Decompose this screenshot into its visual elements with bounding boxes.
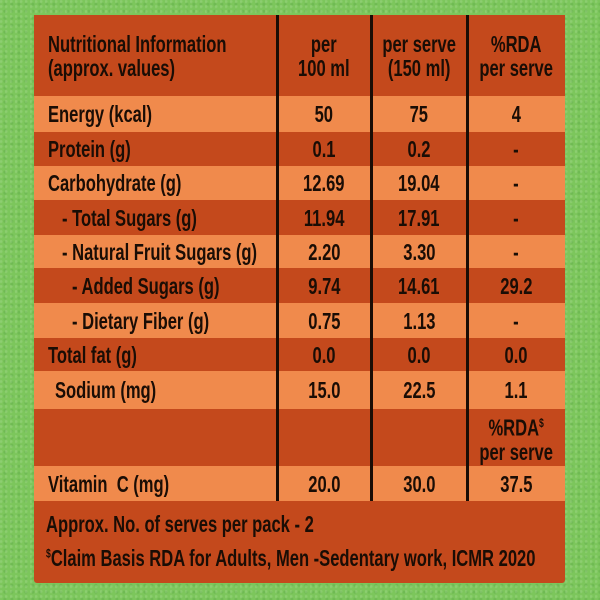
row-rda: 29.2	[499, 272, 533, 299]
row-per-serve: 19.04	[398, 170, 440, 196]
claim-basis-note: $Claim Basis RDA for Adults, Men -Sedent…	[46, 545, 535, 572]
table-row: - Dietary Fiber (g) 0.75 1.13 -	[34, 303, 565, 338]
header-line: per serve	[382, 30, 456, 57]
row-rda: -	[513, 136, 519, 162]
row-rda: 0.0	[504, 341, 528, 368]
rda-per-serve: per serve	[479, 438, 553, 465]
table-row: Total fat (g) 0.0 0.0 0.0	[34, 338, 565, 371]
row-per-serve: 0.2	[407, 136, 431, 162]
row-per-serve: 30.0	[402, 470, 436, 497]
row-rda: -	[513, 170, 519, 196]
table-row: Carbohydrate (g) 12.69 19.04 -	[34, 166, 565, 200]
row-per100: 2.20	[307, 238, 341, 265]
table-row: - Total Sugars (g) 11.94 17.91 -	[34, 200, 565, 235]
row-rda: -	[513, 307, 519, 334]
row-per100: 11.94	[303, 204, 345, 231]
header-per-100ml: per 100 ml	[277, 15, 371, 96]
table-row: Energy (kcal) 50 75 4	[34, 96, 565, 132]
header-line: Nutritional Information	[48, 30, 227, 57]
row-label: Carbohydrate (g)	[48, 170, 182, 196]
row-per-serve: 22.5	[402, 377, 436, 403]
table-row-vitamin-c: Vitamin C (mg) 20.0 30.0 37.5	[34, 466, 565, 501]
row-label: Sodium (mg)	[55, 377, 157, 403]
header-row: Nutritional Information (approx. values) …	[34, 15, 565, 96]
row-rda: 4	[511, 101, 521, 127]
row-per100: 15.0	[307, 377, 341, 403]
claim-text: Claim Basis RDA for Adults, Men -Sedenta…	[50, 545, 536, 571]
claim-sup: $	[46, 546, 51, 561]
row-per-serve: 0.0	[407, 341, 431, 368]
row-rda: -	[513, 204, 519, 231]
row-label: - Dietary Fiber (g)	[72, 307, 210, 334]
table-row: Protein (g) 0.1 0.2 -	[34, 132, 565, 166]
row-per-serve: 3.30	[402, 238, 436, 265]
header-line: (approx. values)	[48, 54, 176, 81]
table-row: - Added Sugars (g) 9.74 14.61 29.2	[34, 268, 565, 303]
row-label: Protein (g)	[48, 136, 131, 162]
column-divider	[276, 15, 279, 501]
table-row: Sodium (mg) 15.0 22.5 1.1	[34, 371, 565, 409]
header-line: per serve	[479, 54, 553, 81]
header-rda: %RDA per serve	[467, 15, 565, 96]
header-nutritional-info: Nutritional Information (approx. values)	[34, 15, 291, 96]
row-per100: 50	[314, 101, 334, 127]
header-line: (150 ml)	[387, 54, 451, 81]
row-label: Total fat (g)	[48, 341, 137, 368]
header-line: %RDA	[490, 30, 542, 57]
row-per-serve: 75	[409, 101, 429, 127]
row-per-serve: 17.91	[398, 204, 440, 231]
row-label: Vitamin C (mg)	[48, 470, 170, 497]
row-per100: 0.75	[307, 307, 341, 334]
row-per100: 12.69	[303, 170, 345, 196]
row-label: - Added Sugars (g)	[72, 272, 220, 299]
row-label: - Natural Fruit Sugars (g)	[62, 238, 258, 265]
rda-sup: $	[538, 416, 544, 431]
row-per-serve: 14.61	[398, 272, 440, 299]
rda-subheader: %RDA$ per serve	[467, 409, 565, 466]
header-line: per	[311, 30, 337, 57]
serves-per-pack: Approx. No. of serves per pack - 2	[46, 511, 314, 537]
nutrition-table: Nutritional Information (approx. values) …	[34, 15, 565, 583]
column-divider	[370, 15, 373, 501]
header-per-serve: per serve (150 ml)	[371, 15, 467, 96]
row-rda: 1.1	[504, 377, 528, 403]
rda-label: %RDA	[488, 414, 539, 441]
row-per100: 0.0	[312, 341, 336, 368]
row-rda: 37.5	[499, 470, 533, 497]
row-per100: 9.74	[307, 272, 341, 299]
row-label: Energy (kcal)	[48, 101, 153, 127]
table-row: - Natural Fruit Sugars (g) 2.20 3.30 -	[34, 235, 565, 268]
row-per100: 0.1	[312, 136, 336, 162]
row-rda: -	[513, 238, 519, 265]
row-per-serve: 1.13	[402, 307, 436, 334]
row-label: - Total Sugars (g)	[62, 204, 197, 231]
header-line: 100 ml	[298, 54, 350, 81]
column-divider	[466, 15, 469, 501]
rda-subheader-row: %RDA$ per serve	[34, 409, 565, 466]
row-per100: 20.0	[307, 470, 341, 497]
